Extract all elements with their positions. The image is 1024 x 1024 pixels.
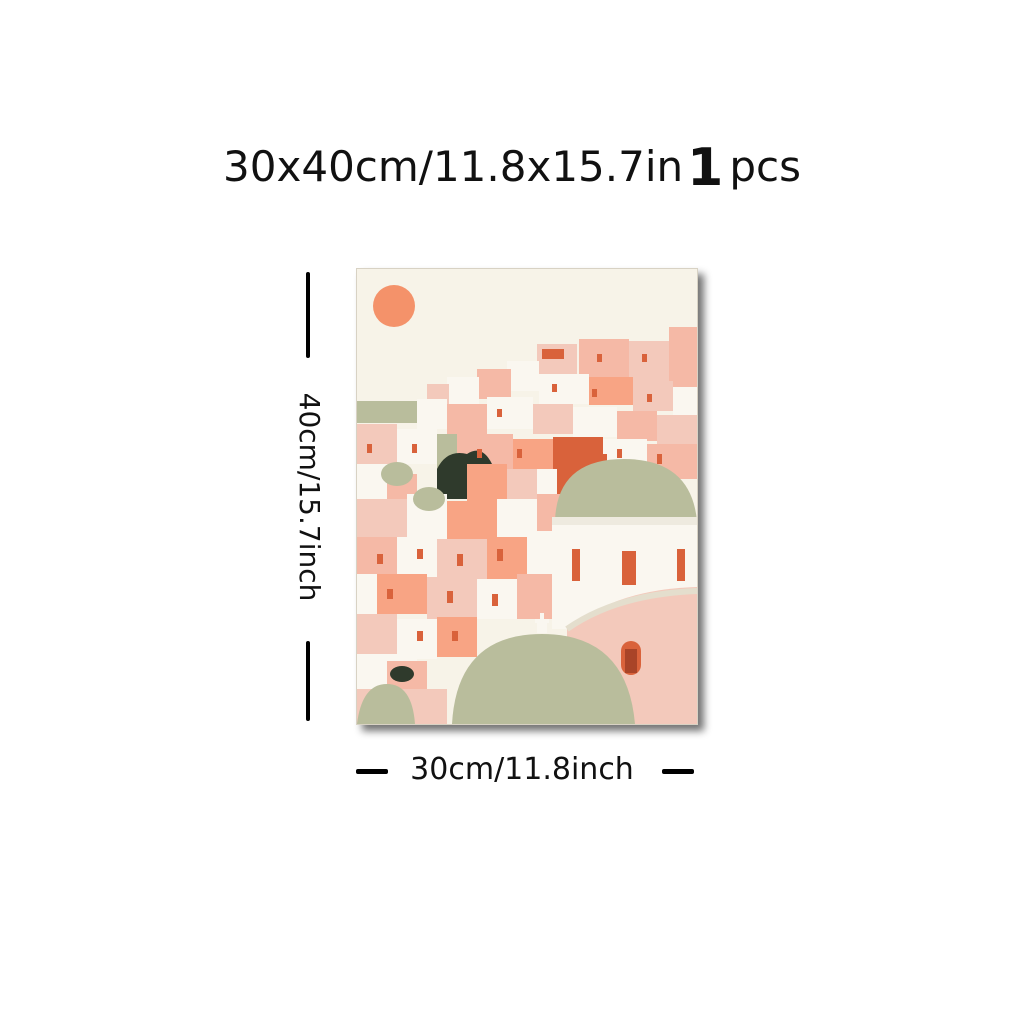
height-dimension-line-bottom xyxy=(306,641,310,721)
village-illustration xyxy=(357,269,697,724)
poster xyxy=(356,268,704,731)
size-text: 30x40cm/11.8x15.7in xyxy=(223,142,684,191)
height-label: 40cm/15.7inch xyxy=(293,392,326,602)
sun xyxy=(373,285,415,327)
width-dimension-line-left xyxy=(356,769,388,774)
quantity-unit: pcs xyxy=(729,142,801,191)
width-label: 30cm/11.8inch xyxy=(410,752,634,787)
hillside-buildings xyxy=(357,327,697,455)
height-dimension-line-top xyxy=(306,272,310,358)
poster-canvas xyxy=(356,268,698,725)
front-dome xyxy=(357,613,635,724)
quantity-number: 1 xyxy=(687,138,724,198)
width-dimension-line-right xyxy=(662,769,694,774)
product-size-title: 30x40cm/11.8x15.7in1 pcs xyxy=(0,138,1024,198)
windows xyxy=(367,354,662,641)
